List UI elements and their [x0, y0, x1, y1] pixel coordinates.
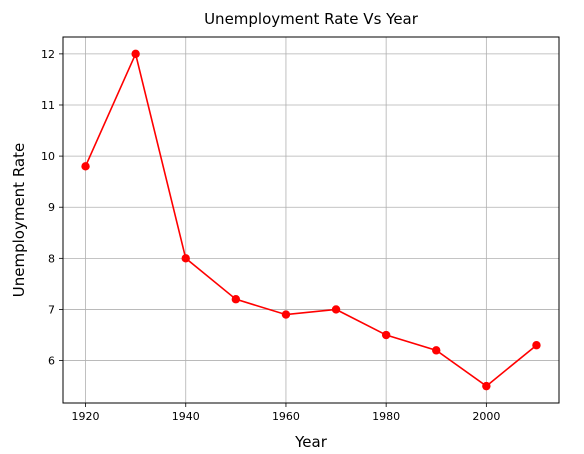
x-tick-label: 2000	[472, 410, 500, 423]
data-point	[231, 295, 241, 304]
y-tick-label: 8	[48, 252, 55, 265]
grid	[63, 37, 559, 403]
y-axis-label: Unemployment Rate	[10, 143, 28, 297]
x-tick-label: 1940	[172, 410, 200, 423]
y-tick-label: 11	[41, 99, 55, 112]
y-tick-label: 10	[41, 150, 55, 163]
y-axis: 6 7 8 9 10 11 12	[41, 48, 63, 368]
y-tick-label: 6	[48, 355, 55, 368]
data-point	[482, 381, 491, 391]
chart-title: Unemployment Rate Vs Year	[204, 10, 419, 28]
y-tick-label: 7	[48, 303, 55, 316]
data-point	[281, 310, 291, 319]
series-line	[84, 51, 538, 388]
data-point	[532, 341, 541, 350]
data-point	[81, 162, 90, 171]
series-group	[81, 49, 541, 391]
data-point	[432, 346, 441, 355]
data-point	[331, 305, 341, 314]
x-axis: 1920 1940 1960 1980 2000	[72, 403, 500, 423]
data-point	[181, 254, 190, 263]
data-point	[131, 49, 140, 59]
data-point	[381, 330, 391, 340]
x-axis-label: Year	[294, 433, 328, 451]
x-tick-label: 1980	[372, 410, 400, 423]
plot-area	[62, 36, 560, 404]
x-tick-label: 1920	[72, 410, 100, 423]
y-tick-label: 12	[41, 48, 55, 61]
x-tick-label: 1960	[272, 410, 300, 423]
y-tick-label: 9	[48, 201, 55, 214]
